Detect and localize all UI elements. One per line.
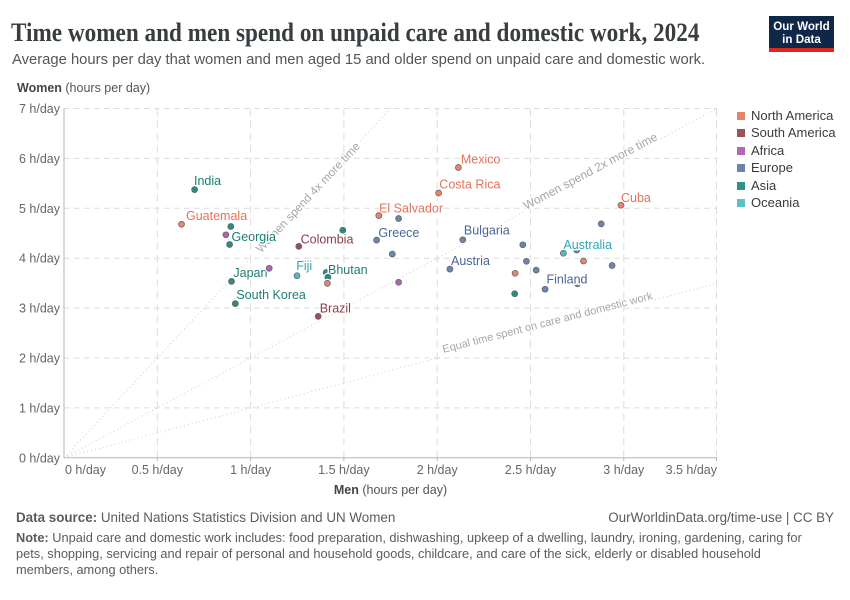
svg-text:6 h/day: 6 h/day <box>19 152 61 166</box>
svg-text:2 h/day: 2 h/day <box>417 463 459 477</box>
svg-text:Bulgaria: Bulgaria <box>464 224 510 238</box>
svg-text:7 h/day: 7 h/day <box>19 102 61 116</box>
svg-text:Fiji: Fiji <box>296 259 312 273</box>
svg-text:Colombia: Colombia <box>301 233 354 247</box>
svg-text:Brazil: Brazil <box>320 302 351 316</box>
svg-text:3.5 h/day: 3.5 h/day <box>666 463 718 477</box>
svg-text:0 h/day: 0 h/day <box>19 451 61 465</box>
svg-text:0 h/day: 0 h/day <box>65 463 107 477</box>
svg-text:South Korea: South Korea <box>236 288 306 302</box>
svg-text:India: India <box>194 174 221 188</box>
svg-text:1 h/day: 1 h/day <box>19 401 61 415</box>
svg-text:3 h/day: 3 h/day <box>603 463 645 477</box>
svg-text:2 h/day: 2 h/day <box>19 352 61 366</box>
svg-text:5 h/day: 5 h/day <box>19 202 61 216</box>
svg-text:1 h/day: 1 h/day <box>230 463 272 477</box>
svg-text:Austria: Austria <box>451 254 490 268</box>
svg-text:Bhutan: Bhutan <box>328 263 368 277</box>
svg-text:4 h/day: 4 h/day <box>19 252 61 266</box>
svg-text:0.5 h/day: 0.5 h/day <box>132 463 184 477</box>
svg-text:Mexico: Mexico <box>461 153 501 167</box>
svg-text:Georgia: Georgia <box>232 230 277 244</box>
svg-text:Finland: Finland <box>547 273 588 287</box>
svg-text:2.5 h/day: 2.5 h/day <box>505 463 557 477</box>
svg-text:Equal time spent on care and d: Equal time spent on care and domestic wo… <box>441 290 654 356</box>
svg-text:Costa Rica: Costa Rica <box>439 178 500 192</box>
svg-text:Australia: Australia <box>563 238 612 252</box>
svg-text:3 h/day: 3 h/day <box>19 302 61 316</box>
svg-text:Guatemala: Guatemala <box>186 209 247 223</box>
svg-text:El Salvador: El Salvador <box>379 202 443 216</box>
svg-text:Greece: Greece <box>378 226 419 240</box>
svg-text:Japan: Japan <box>233 266 267 280</box>
svg-text:Women (hours per day): Women (hours per day) <box>17 81 150 95</box>
svg-text:Men (hours per day): Men (hours per day) <box>334 483 447 497</box>
svg-text:1.5 h/day: 1.5 h/day <box>318 463 370 477</box>
svg-text:Cuba: Cuba <box>621 191 651 205</box>
